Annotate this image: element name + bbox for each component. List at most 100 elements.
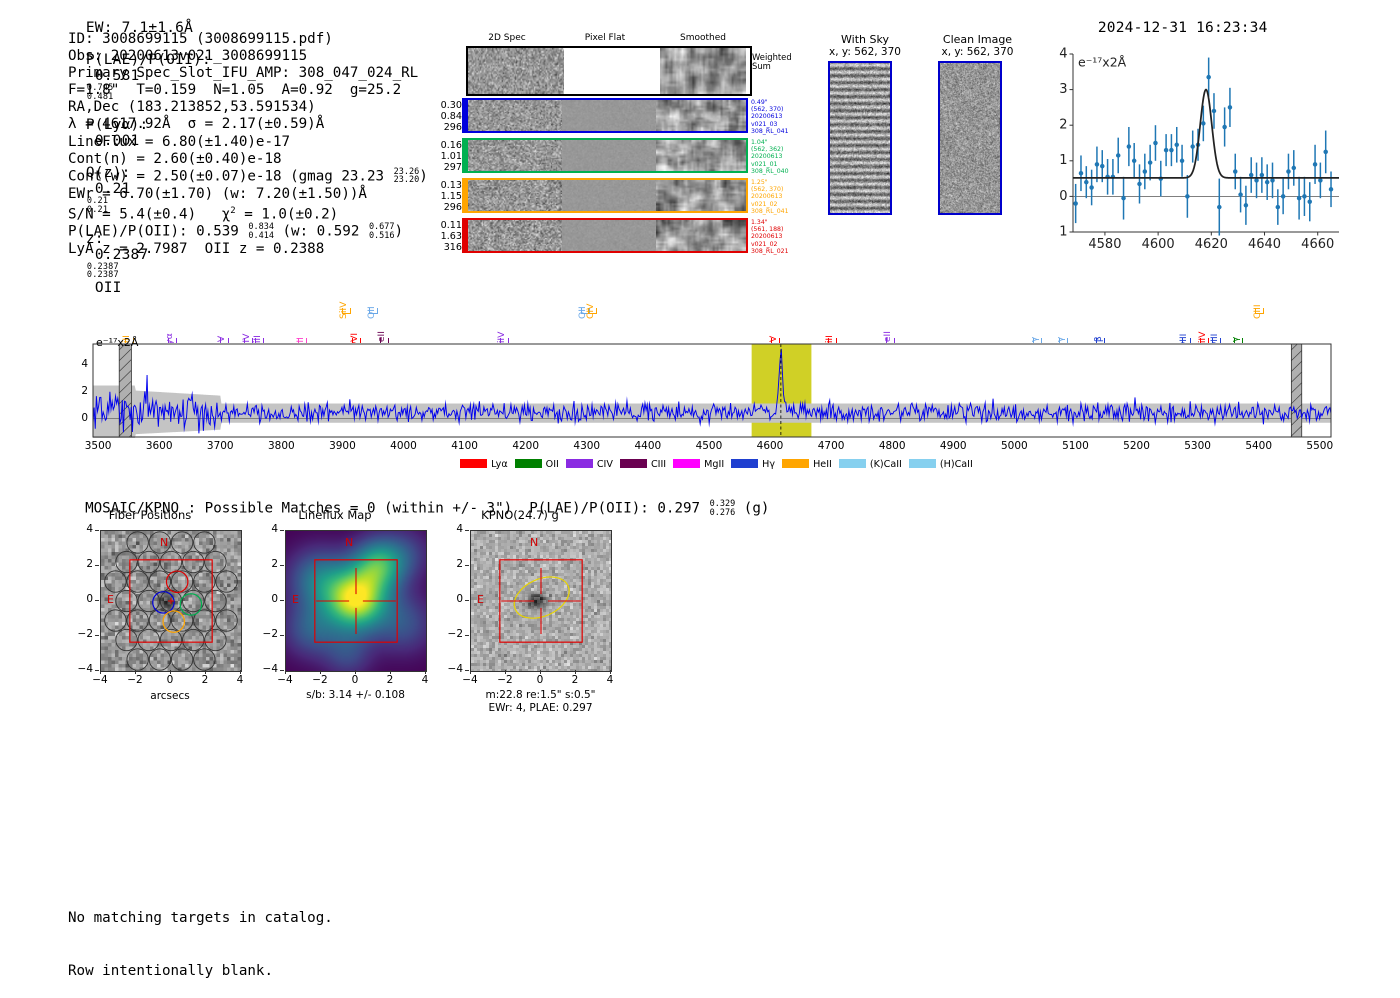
- legend-swatch: [908, 459, 936, 468]
- panel-xtick-mark: [425, 670, 426, 674]
- spectrum-xtick: 4400: [634, 440, 662, 452]
- lineflux-map-yticks: 4 2 0 −2 −4 −4 −2 0 2 4: [240, 508, 440, 708]
- panel-title-fiber-positions: Fiber Positions: [108, 508, 192, 522]
- panel-ytick-mark: [465, 530, 469, 531]
- weighted-sum-pixelflat: [564, 48, 658, 94]
- panel-ytick-mark: [465, 600, 469, 601]
- spec2d-title-pixelflat: Pixel Flat: [584, 33, 626, 43]
- panel-xtick-mark: [240, 670, 241, 674]
- exposure-pixelflat: [562, 100, 656, 131]
- lineflux-map-image: [285, 530, 427, 672]
- timestamp: 2024-12-31 16:23:34: [1097, 20, 1268, 36]
- panel-ytick: −2: [447, 628, 463, 640]
- footer-note: No matching targets in catalog. Row inte…: [68, 875, 333, 998]
- spec2d-title-2dspec: 2D Spec: [488, 33, 526, 43]
- legend-swatch: [731, 459, 759, 468]
- panel-xtick-mark: [100, 670, 101, 674]
- spectrum-annotation: e⁻¹⁷x2Å: [96, 336, 139, 349]
- exposure-rows: 0.30 0.84 296 0.49" (562, 370) 20200613 v021_0…: [438, 33, 789, 255]
- footer-line-2: Row intentionally blank.: [68, 962, 273, 979]
- header-plya-label: P(Lyα):: [85, 117, 149, 134]
- compass-north: N: [160, 536, 169, 549]
- header-z-label: z:: [85, 230, 104, 247]
- legend-item: (H)CaII: [908, 459, 973, 470]
- panel-ytick: 4: [456, 523, 463, 535]
- legend-item: (K)CaII: [838, 459, 902, 470]
- legend-label: (K)CaII: [869, 459, 902, 470]
- compass-north: N: [345, 536, 354, 549]
- exposure-smoothed: [656, 140, 746, 171]
- cutout-image-clean: [938, 61, 1002, 215]
- spectrum-xtick: 4800: [878, 440, 906, 452]
- panel-xtick-mark: [320, 670, 321, 674]
- header-z-value: 0.2387: [94, 246, 149, 263]
- legend-label: OII: [545, 459, 559, 470]
- panel-ytick: 0: [271, 593, 278, 605]
- panel-ytick: −4: [262, 663, 278, 675]
- exposure-color-tag: [462, 138, 467, 173]
- full-spectrum-section: SiIILyαNVCIVSiIICIISiIVOVIOIIHeIISiIVOII…: [60, 270, 1340, 470]
- panel-ytick-mark: [280, 670, 284, 671]
- panel-title-kpno: KPNO(24.7) g: [481, 508, 559, 522]
- header-plya-value: 0.001: [94, 133, 140, 150]
- panel-ytick: 0: [456, 593, 463, 605]
- exposure-pixelflat: [562, 220, 656, 251]
- exposure-row: [466, 98, 748, 133]
- panel-ytick: −2: [262, 628, 278, 640]
- panel-xtick: 4: [236, 674, 244, 686]
- legend-swatch: [673, 459, 701, 468]
- info-sn-chi2: S/N = 5.4(±0.4) χ2 = 1.0(±0.2): [68, 205, 339, 223]
- legend-item: HeII: [782, 459, 832, 470]
- panel-xtick: −2: [497, 674, 513, 686]
- exposure-2dspec: [468, 180, 562, 211]
- panel-xtick-mark: [540, 670, 541, 674]
- weighted-sum-2dspec: [468, 48, 564, 94]
- info-plae: P(LAE)/P(OII): 0.539 0.834 0.414 (w: 0.59…: [68, 222, 404, 242]
- bottom-panel-group: Fiber Positions 4 2 0 −2 −4 −4 −2 0 2 4 arcsecs N…: [55, 508, 675, 738]
- compass-east: E: [107, 593, 114, 606]
- panel-xtick: −4: [277, 674, 293, 686]
- kpno-caption2: EWr: 4, PLAE: 0.297: [488, 702, 593, 714]
- spectral-line-bracket: [369, 308, 379, 314]
- spectrum-xtick: 5200: [1123, 440, 1150, 452]
- panel-ytick: 0: [86, 593, 93, 605]
- compass-east: E: [292, 593, 299, 606]
- panel-xtick: −2: [127, 674, 143, 686]
- panel-xtick-mark: [505, 670, 506, 674]
- cutout-title-with-sky: With Sky: [841, 33, 889, 46]
- panel-ytick-mark: [465, 565, 469, 566]
- exposure-row-values: 0.30 0.84 296: [440, 100, 462, 134]
- exposure-side-label: 0.49" (562, 370) 20200613 v021_03 308_RL_041: [751, 99, 789, 135]
- spectrum-xtick: 5100: [1062, 440, 1089, 452]
- spectrum-xtick: 4200: [512, 440, 540, 452]
- panel-title-lineflux-map: Lineflux Map: [298, 508, 372, 522]
- exposure-row: [466, 218, 748, 253]
- spectrum-ytick: 0: [81, 412, 88, 424]
- spectrum-chart: [92, 343, 1332, 438]
- legend-label: MgII: [704, 459, 725, 470]
- compass-east: E: [477, 593, 484, 606]
- panel-ytick-mark: [465, 635, 469, 636]
- legend-item: Lyα: [460, 459, 508, 470]
- header-qz-range: 0.21 0.21: [86, 196, 109, 215]
- panel-ytick: 2: [86, 558, 93, 570]
- header-plae-range: 0.745 0.481: [86, 83, 114, 102]
- panel-ytick-mark: [95, 635, 99, 636]
- spectral-line-bracket: [588, 308, 598, 314]
- info-cont-n: Cont(n) = 2.60(±0.40)e-18: [68, 150, 282, 167]
- legend-label: CIII: [650, 459, 667, 470]
- panel-ytick: −4: [447, 663, 463, 675]
- exposure-pixelflat: [562, 140, 656, 171]
- legend-label: Lyα: [491, 459, 508, 470]
- legend-item: Hγ: [731, 459, 775, 470]
- panel-xtick-mark: [575, 670, 576, 674]
- emission-line-fit-chart: [1035, 45, 1345, 260]
- header-z-range: 0.2387 0.2387: [86, 261, 119, 281]
- panel-ytick: 2: [456, 558, 463, 570]
- panel-xtick-mark: [390, 670, 391, 674]
- panel-xtick: −2: [312, 674, 328, 686]
- panel-xtick-mark: [610, 670, 611, 674]
- source-info-block: ID: 3008699115 (3008699115.pdf) Obs: 202…: [68, 31, 428, 258]
- legend-item: CIV: [565, 459, 613, 470]
- panel-ytick-mark: [95, 530, 99, 531]
